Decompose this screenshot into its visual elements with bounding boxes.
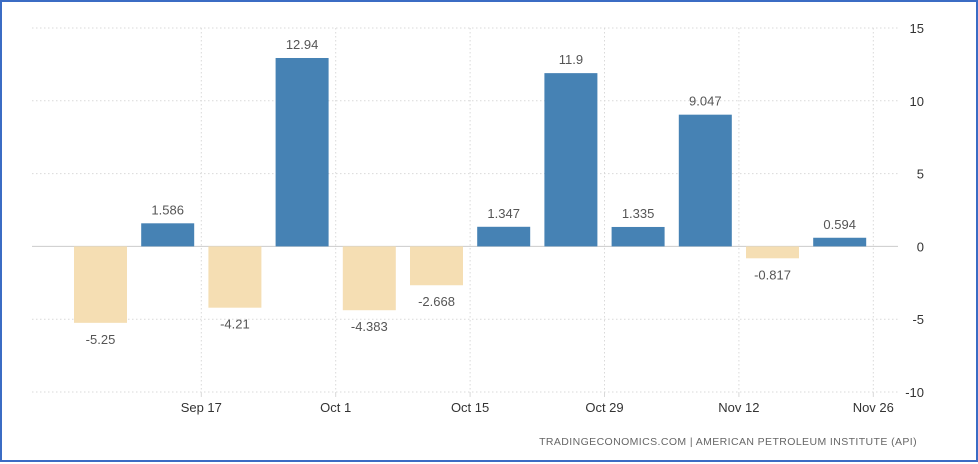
bar-oct-1 — [275, 57, 329, 247]
data-label: -5.25 — [86, 332, 116, 347]
data-label: 0.594 — [823, 217, 856, 232]
data-label: 9.047 — [689, 94, 722, 109]
data-label: -4.21 — [220, 317, 250, 332]
x-tick-label: Nov 12 — [718, 400, 759, 415]
y-tick-label: 15 — [910, 21, 924, 36]
data-label: 1.586 — [151, 202, 184, 217]
bar-nov-12 — [678, 114, 732, 247]
x-tick-label: Sep 17 — [181, 400, 222, 415]
bar-sep-17 — [141, 223, 195, 247]
bars-layer — [74, 57, 867, 323]
bar-oct-29 — [544, 73, 598, 247]
x-tick-label: Oct 29 — [585, 400, 623, 415]
y-tick-label: -10 — [905, 385, 924, 400]
data-labels-layer: -5.25 1.586 -4.21 12.94 -4.383 -2.668 1.347 11.… — [86, 37, 856, 347]
bar-oct-8 — [342, 246, 396, 311]
bar-nov-26 — [813, 237, 867, 247]
bar-sep-24 — [208, 246, 262, 308]
y-tick-label: 10 — [910, 94, 924, 109]
data-label: -0.817 — [754, 267, 791, 282]
bar-oct-15 — [410, 246, 463, 286]
y-tick-label: -5 — [912, 312, 924, 327]
x-tick-label: Oct 15 — [451, 400, 489, 415]
data-label: 1.347 — [487, 206, 520, 221]
data-label: 12.94 — [286, 37, 319, 52]
data-label: -4.383 — [351, 319, 388, 334]
axis-layer: 15 10 5 0 -5 -10 Sep 17 Oct 1 Oct 15 Oct 29 Nov 12… — [181, 21, 924, 415]
data-label: 11.9 — [559, 52, 583, 67]
bar-oct-22 — [477, 226, 531, 247]
x-tick-label: Nov 26 — [853, 400, 894, 415]
data-label: -2.668 — [418, 294, 455, 309]
source-label: TRADINGECONOMICS.COM | AMERICAN PETROLEU… — [539, 436, 917, 448]
x-tick-label: Oct 1 — [320, 400, 351, 415]
bar-sep-10 — [74, 246, 127, 323]
data-label: 1.335 — [622, 206, 655, 221]
bar-nov-5 — [611, 226, 665, 247]
y-tick-label: 0 — [917, 239, 924, 254]
y-tick-label: 5 — [917, 167, 924, 182]
bar-nov-19 — [746, 246, 799, 259]
